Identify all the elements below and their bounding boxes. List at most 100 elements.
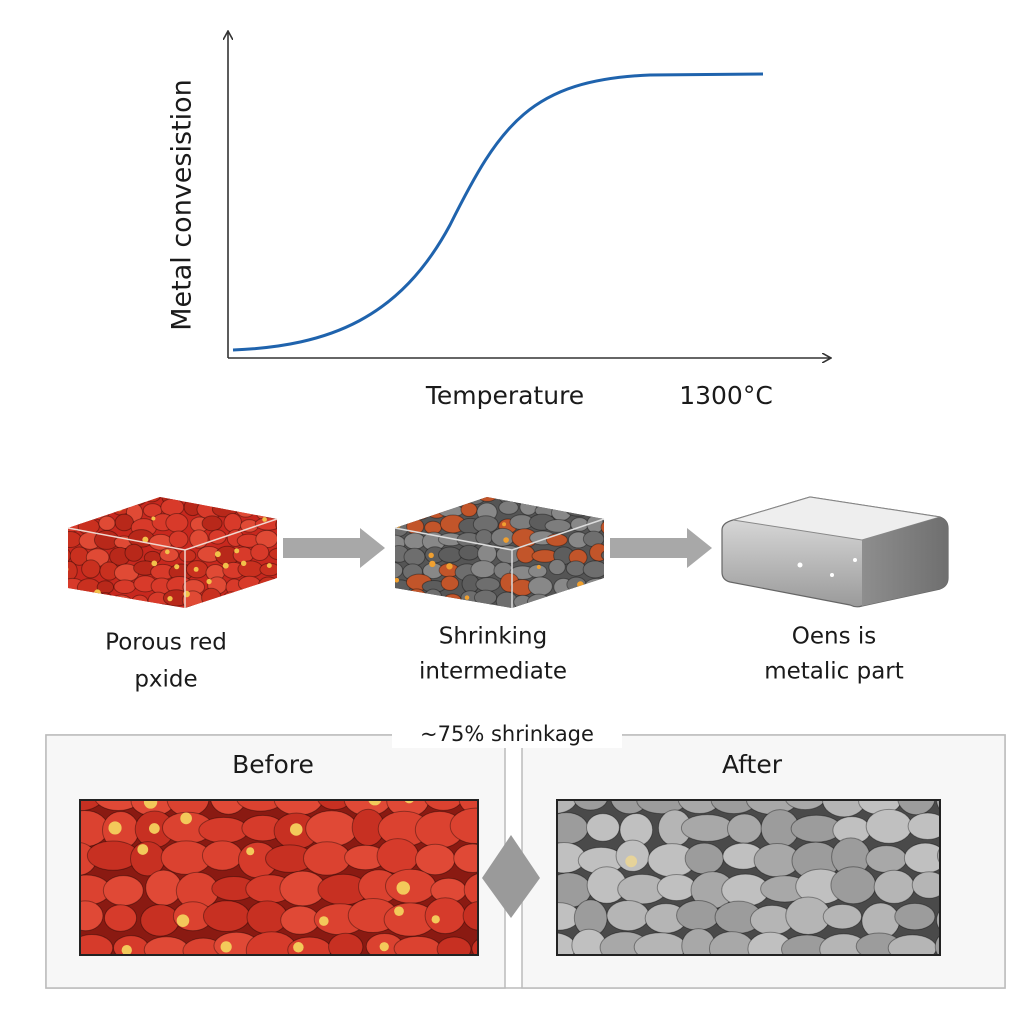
pebble: [384, 868, 437, 904]
diamond: [482, 835, 540, 918]
spot: [149, 823, 160, 834]
spot: [274, 595, 277, 602]
pebble: [572, 497, 591, 502]
pebble: [168, 530, 189, 549]
pebble: [527, 576, 553, 597]
pebble: [223, 512, 243, 533]
pebble: [249, 497, 270, 505]
panel-title: Before: [232, 750, 314, 779]
pebble: [395, 606, 407, 608]
spot: [379, 942, 389, 952]
pebble: [545, 533, 568, 547]
glint: [853, 558, 857, 562]
pebble: [821, 800, 867, 818]
spot: [108, 821, 122, 835]
pebble: [519, 498, 538, 516]
pebble: [440, 497, 468, 503]
pebble: [68, 560, 78, 581]
pebble: [76, 591, 97, 606]
spot: [395, 577, 400, 583]
pebble: [471, 938, 478, 955]
pebble: [259, 562, 277, 577]
pebble: [80, 609, 100, 625]
pebble: [198, 816, 249, 844]
spot: [222, 562, 229, 569]
pebble: [475, 529, 493, 546]
spot: [577, 581, 584, 588]
spot: [431, 915, 440, 924]
spot: [273, 487, 277, 491]
pebble: [710, 800, 758, 815]
pebble: [202, 900, 251, 933]
pebble: [250, 543, 270, 562]
spot: [266, 563, 272, 569]
pebble: [254, 517, 277, 531]
pebble: [270, 497, 277, 502]
pebble: [213, 497, 235, 504]
pebble: [201, 587, 222, 608]
pebble: [108, 497, 130, 503]
pebble: [549, 593, 571, 608]
pebble: [605, 564, 621, 581]
pebble: [897, 800, 936, 816]
pebble: [475, 576, 501, 592]
pebble: [236, 594, 263, 608]
spot: [68, 566, 69, 573]
spot: [464, 606, 471, 608]
spot: [446, 563, 453, 570]
pebble: [588, 593, 604, 608]
spot: [395, 522, 401, 528]
pebble: [178, 549, 197, 563]
pebble: [606, 899, 650, 932]
pebble: [557, 800, 577, 815]
pebble: [80, 933, 114, 955]
pebble: [865, 808, 913, 844]
pebble: [395, 497, 406, 503]
pebble: [496, 610, 516, 623]
spot: [319, 916, 329, 926]
pebble: [328, 932, 364, 955]
pebbles: [557, 800, 940, 955]
pebble: [606, 609, 622, 624]
spot: [142, 536, 149, 543]
pebble: [395, 561, 404, 580]
stage-label: Shrinking: [439, 624, 548, 650]
pebble: [609, 577, 626, 596]
pebble: [490, 527, 515, 547]
pebble: [584, 609, 600, 624]
pebble: [406, 588, 427, 607]
micro-border: [556, 799, 941, 956]
pebble: [565, 560, 586, 577]
pebble: [202, 604, 224, 608]
pebble: [656, 873, 697, 902]
pebble: [677, 800, 722, 815]
pebble: [911, 871, 940, 899]
pebble: [159, 547, 180, 563]
pebble: [305, 810, 358, 848]
spot: [234, 548, 240, 554]
pebble: [565, 503, 592, 517]
pebble: [680, 814, 734, 842]
pebble: [278, 561, 295, 574]
pebble: [195, 497, 219, 503]
pebble: [478, 610, 497, 622]
pebble: [201, 840, 243, 871]
micro-border: [79, 799, 479, 956]
pebble: [80, 800, 104, 812]
pebble: [257, 576, 277, 594]
pebble: [449, 807, 478, 845]
spot: [502, 522, 507, 527]
pebble: [68, 590, 78, 604]
pebble: [603, 591, 604, 608]
glint: [830, 573, 834, 577]
title-bg: [392, 722, 622, 748]
spot: [536, 564, 541, 570]
pebble: [123, 497, 148, 507]
pebble: [784, 800, 826, 811]
pebble: [70, 500, 91, 514]
spot: [262, 517, 267, 522]
spot: [59, 596, 64, 601]
spot: [464, 595, 470, 600]
pebble: [153, 603, 172, 608]
pebble: [302, 841, 352, 876]
